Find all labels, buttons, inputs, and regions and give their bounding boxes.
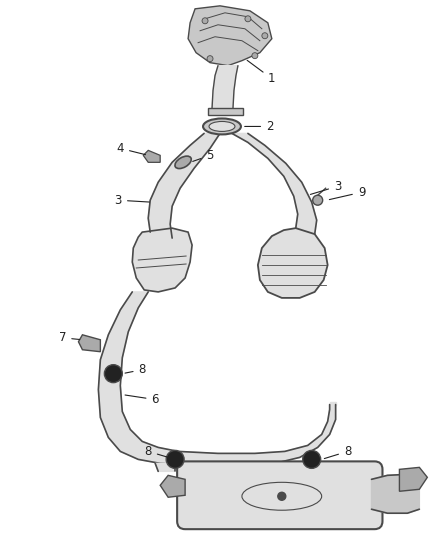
Circle shape xyxy=(252,53,258,59)
Circle shape xyxy=(303,450,321,469)
Text: 8: 8 xyxy=(324,445,351,458)
Ellipse shape xyxy=(209,122,235,132)
Text: 4: 4 xyxy=(117,142,145,155)
FancyBboxPatch shape xyxy=(177,462,382,529)
Text: 9: 9 xyxy=(329,185,365,199)
Polygon shape xyxy=(232,133,317,234)
Circle shape xyxy=(207,55,213,62)
Text: 8: 8 xyxy=(125,363,146,376)
Ellipse shape xyxy=(175,156,191,168)
Polygon shape xyxy=(399,467,427,491)
Text: 7: 7 xyxy=(59,332,80,344)
Text: 1: 1 xyxy=(247,60,276,85)
Text: 3: 3 xyxy=(311,180,341,195)
Polygon shape xyxy=(143,150,160,163)
Text: 8: 8 xyxy=(145,445,173,458)
Polygon shape xyxy=(155,463,175,471)
Circle shape xyxy=(202,18,208,24)
Ellipse shape xyxy=(203,118,241,134)
Circle shape xyxy=(245,16,251,22)
Polygon shape xyxy=(258,228,328,298)
Circle shape xyxy=(278,492,286,500)
Polygon shape xyxy=(132,228,192,292)
Polygon shape xyxy=(148,133,220,238)
Text: 3: 3 xyxy=(115,193,149,207)
Polygon shape xyxy=(188,6,272,66)
Circle shape xyxy=(262,33,268,39)
Polygon shape xyxy=(208,108,243,116)
Polygon shape xyxy=(212,66,238,109)
Circle shape xyxy=(104,365,122,383)
Circle shape xyxy=(166,450,184,469)
Circle shape xyxy=(313,195,323,205)
Text: 2: 2 xyxy=(245,120,274,133)
Polygon shape xyxy=(78,335,100,352)
Text: 6: 6 xyxy=(125,393,159,406)
Polygon shape xyxy=(160,475,185,497)
Polygon shape xyxy=(330,401,336,405)
Polygon shape xyxy=(99,292,336,465)
Text: 5: 5 xyxy=(193,149,214,162)
Polygon shape xyxy=(371,474,419,513)
